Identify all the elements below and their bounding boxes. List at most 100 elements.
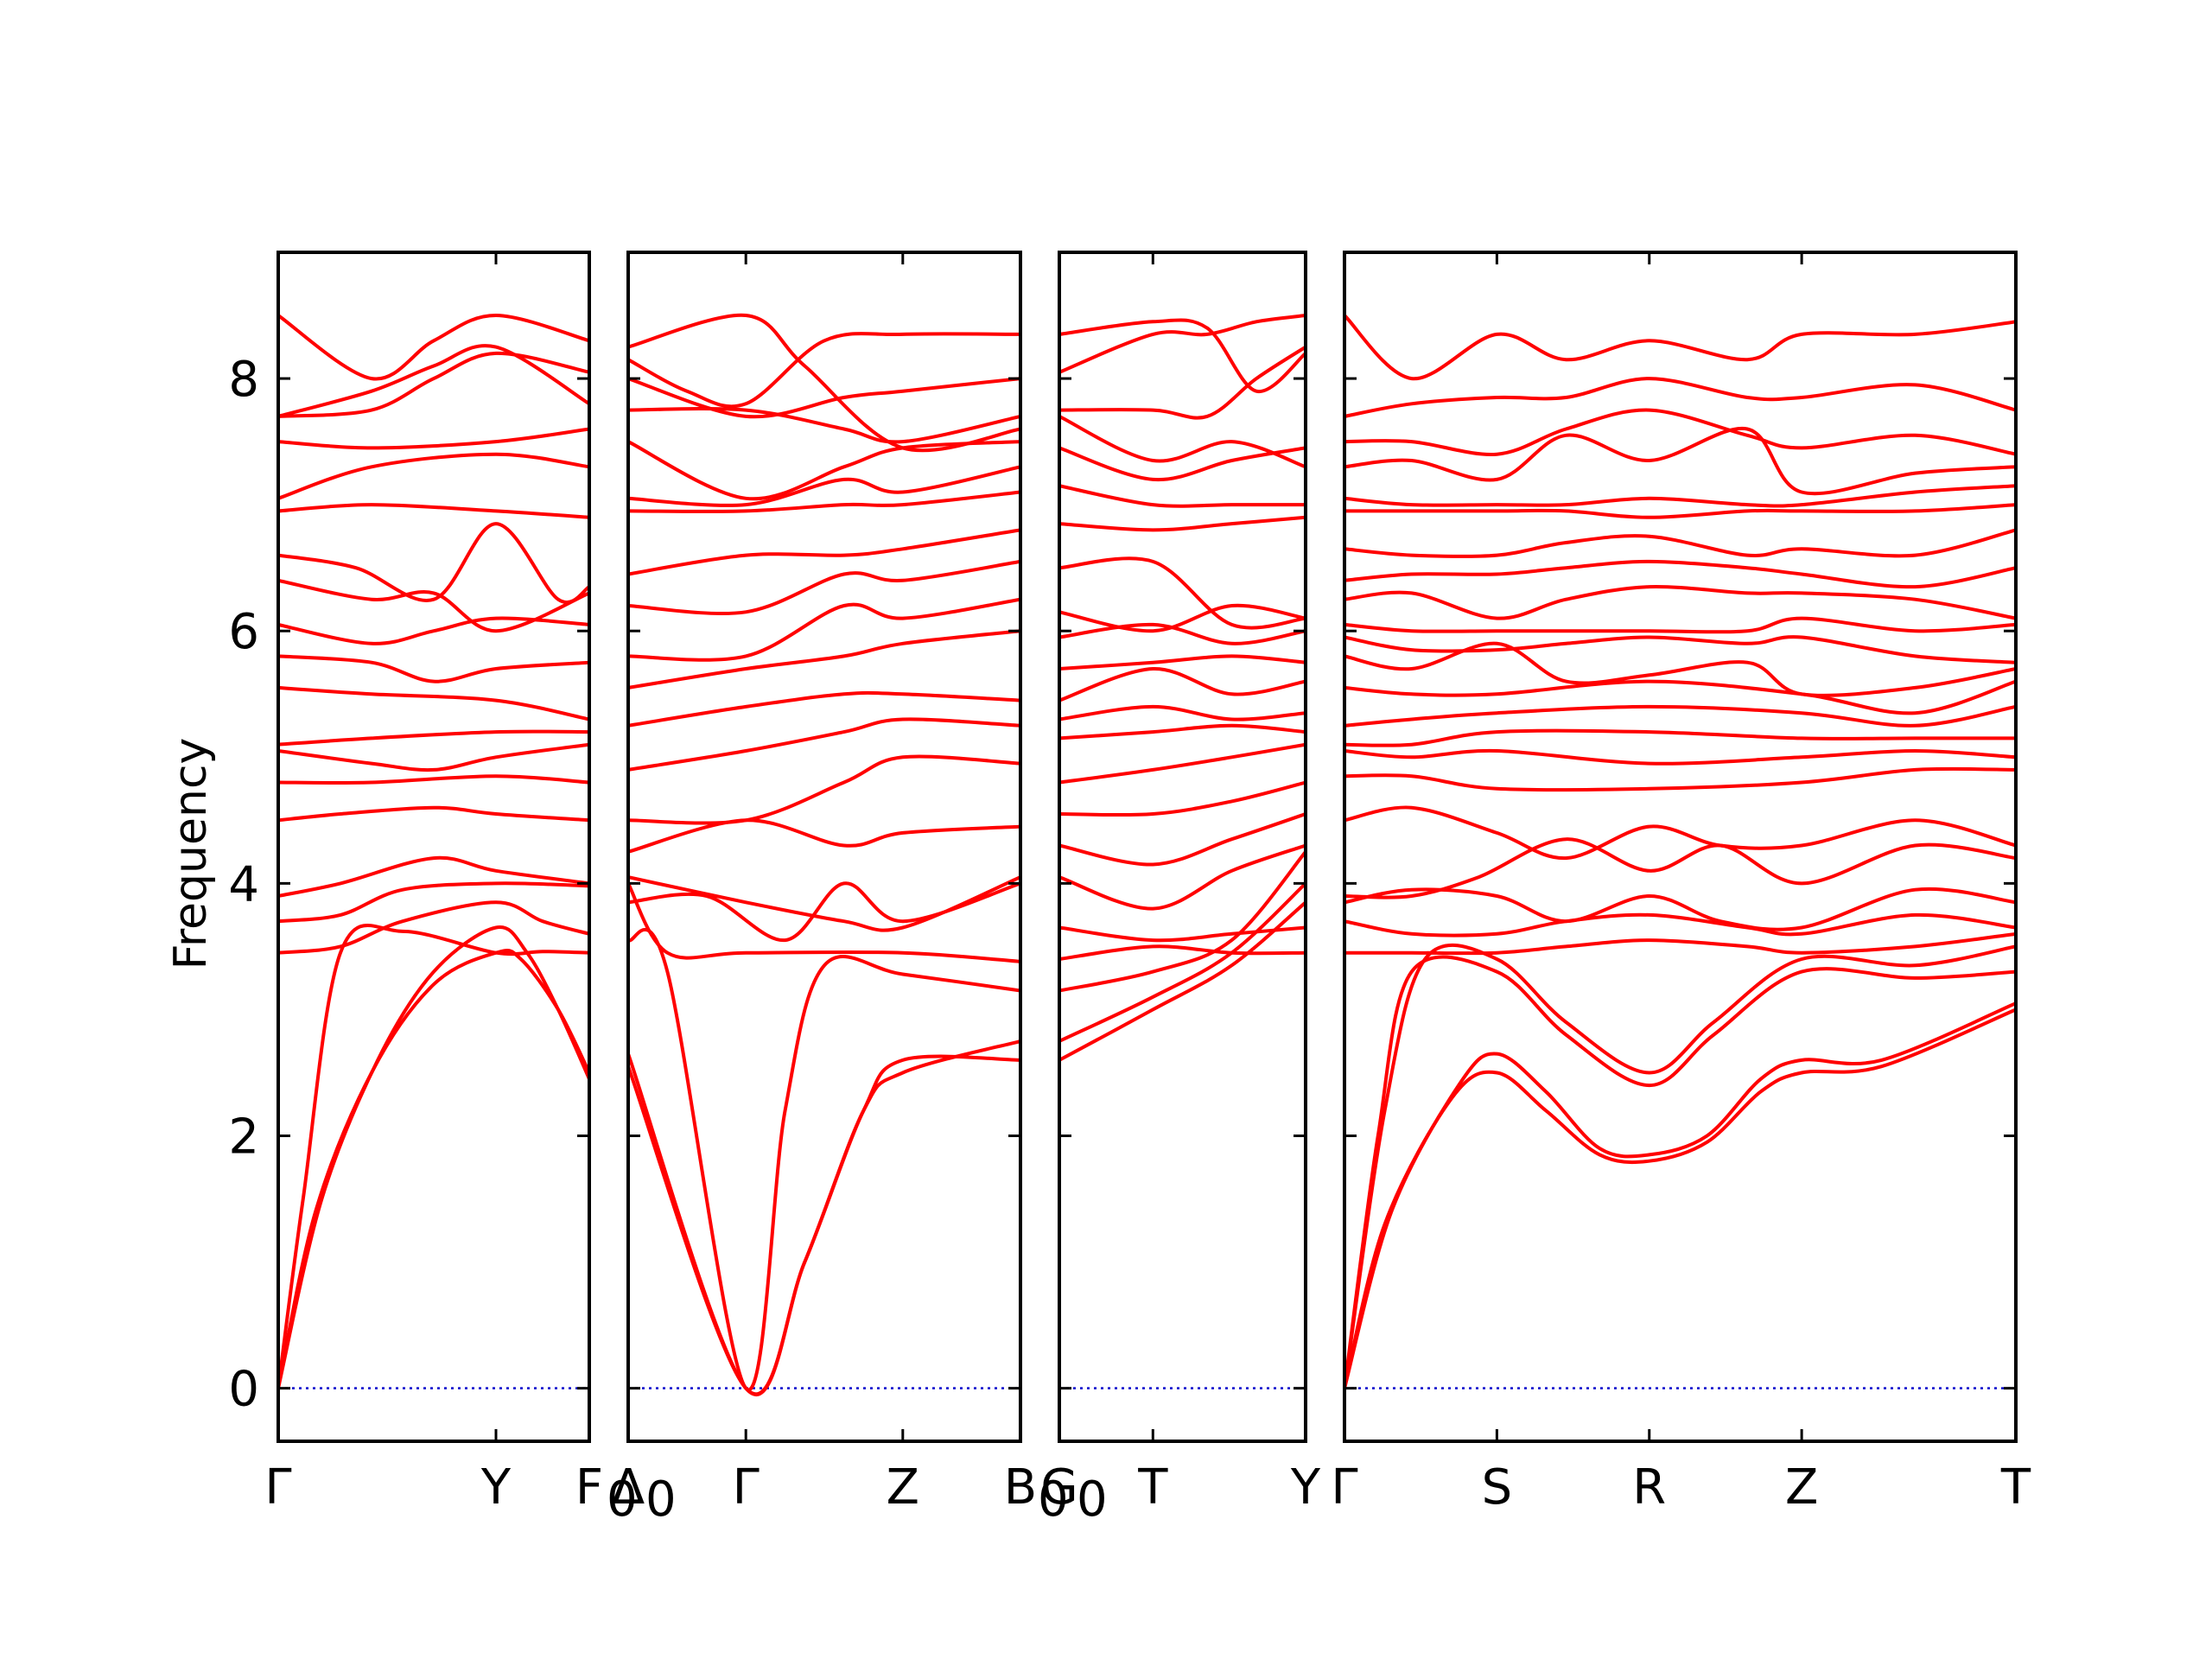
band-line [1344,408,2016,456]
k-point-label: Δ [612,1459,645,1516]
y-tick-label: 0 [228,1362,259,1418]
k-point-label: T [2000,1459,2031,1516]
band-line [278,805,589,823]
band-line [1059,881,1306,1043]
panel-3: G0 T Y [1040,251,1321,1528]
band-line [1059,900,1306,1062]
band-line [1344,641,2016,697]
k-point-label: Γ [733,1459,760,1516]
band-line [1059,622,1306,645]
band-line [628,440,1020,501]
band-line [628,313,1020,453]
band-line [1344,314,2016,381]
phonon-bands [1059,314,1306,1062]
band-line [1059,515,1306,532]
k-point-label: F [575,1459,603,1516]
band-line [1344,728,2016,747]
band-line [628,882,1020,963]
band-line [628,528,1020,576]
band-line [278,351,589,418]
panel-frame [1058,251,1307,1443]
band-line [278,925,589,1389]
band-line [278,948,589,1389]
band-line [1344,635,2016,664]
band-line [1344,912,2016,938]
band-line [278,900,589,955]
band-line [628,377,1020,419]
band-line [1344,484,2016,508]
band-line [1059,415,1306,469]
band-line [628,754,1020,825]
band-line [628,559,1020,615]
band-line [278,616,589,645]
band-line [278,924,589,1389]
band-line [628,597,1020,662]
band-line [278,654,589,683]
band-line [1059,556,1306,630]
band-line [1344,704,2016,728]
band-line [1059,723,1306,741]
band-line [628,690,1020,728]
y-axis-label: Frequency [165,738,217,970]
band-line [1059,780,1306,817]
k-point-subscript: 0 [1077,1471,1108,1528]
band-line [1344,887,2016,931]
panel-frame [1343,251,2018,1443]
y-tick-label: 2 [228,1109,259,1166]
phonon-bands [278,314,589,1389]
band-line [1059,944,1306,961]
band-line [1344,944,2016,1389]
k-point-label: Y [480,1459,512,1516]
band-line [1344,837,2016,899]
band-line [628,875,1020,932]
k-point-subscript: 0 [1038,1471,1069,1528]
band-line [1344,377,2016,418]
band-line [1059,850,1306,993]
band-line [628,465,1020,507]
band-line [1344,748,2016,766]
band-line [278,685,589,721]
band-line [1059,484,1306,508]
band-line [628,1039,1020,1396]
band-line [1344,766,2016,792]
y-tick-label: 6 [228,604,259,660]
k-point-label: B [1004,1459,1037,1516]
band-line [1344,559,2016,589]
band-line [278,427,589,450]
y-tick-label: 8 [228,352,259,408]
k-point-label: Y [1290,1459,1321,1516]
band-line [278,855,589,898]
band-line [628,881,1020,943]
band-line [278,314,589,381]
band-line [278,729,589,747]
band-line [628,332,1020,409]
band-line [1059,704,1306,721]
band-line [1344,805,2016,861]
band-line [628,927,1020,1392]
band-line [1059,314,1306,374]
band-line [278,774,589,785]
band-line [278,881,589,924]
band-line [1059,318,1306,393]
phonon-bands [628,313,1020,1396]
band-line [1059,654,1306,671]
band-line [278,742,589,772]
band-line [1344,679,2016,715]
k-point-label: T [1137,1459,1168,1516]
band-line [628,629,1020,690]
band-line [1344,616,2016,634]
band-line [628,406,1020,444]
band-line [278,522,589,604]
band-line [1344,955,2016,1389]
band-line [1059,345,1306,420]
band-line [1344,528,2016,558]
k-point-label: Γ [264,1459,291,1516]
band-line [1059,666,1306,702]
k-point-subscript: 0 [607,1471,638,1528]
band-line [1344,584,2016,620]
band-line [1059,925,1306,943]
